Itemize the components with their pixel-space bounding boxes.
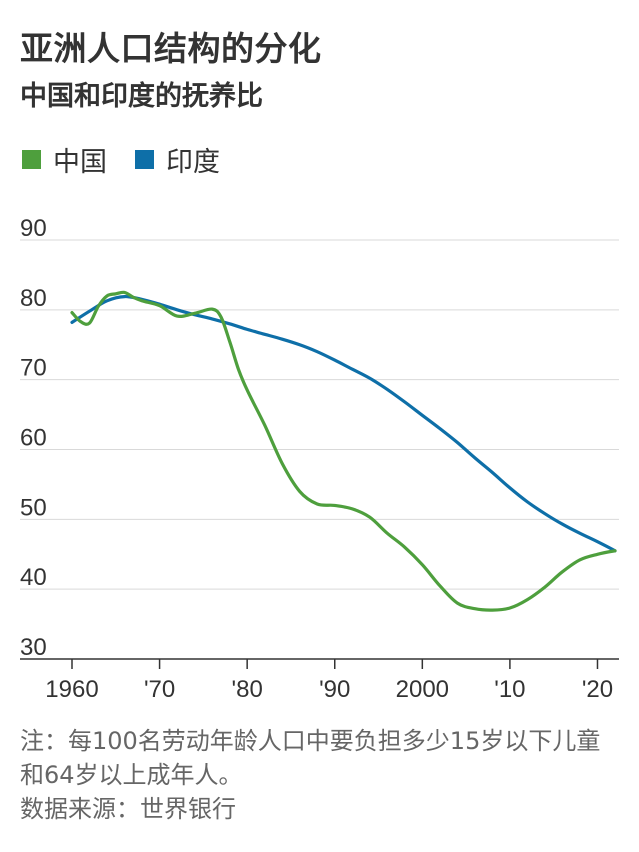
legend: 中国 印度 (22, 140, 248, 179)
x-tick-label: '80 (232, 676, 263, 703)
legend-swatch-india (135, 150, 154, 169)
y-tick-label: 50 (20, 494, 47, 521)
y-tick-label: 70 (20, 355, 47, 382)
y-tick-label: 60 (20, 425, 47, 452)
line-chart: 90 80 70 60 50 40 30 1960 '70 '80 '90 2000 '10 '20 (20, 215, 619, 703)
legend-item-india: 印度 (135, 140, 220, 179)
footnote: 注：每100名劳动年龄人口中要负担多少15岁以下儿童和64岁以上成年人。 (20, 727, 601, 789)
legend-label-china: 中国 (53, 147, 107, 178)
y-tick-label: 30 (20, 634, 47, 661)
y-tick-label: 80 (20, 285, 47, 312)
series-line-india (70, 294, 617, 553)
x-tick-label: 2000 (396, 676, 449, 703)
x-tick-label: '20 (582, 676, 613, 703)
x-tick-label: '90 (319, 676, 350, 703)
x-tick-label: '70 (144, 676, 175, 703)
chart-title: 亚洲人口结构的分化 (20, 29, 322, 68)
y-tick-label: 40 (20, 564, 47, 591)
source-note: 数据来源：世界银行 (20, 795, 236, 823)
y-tick-label: 90 (20, 215, 47, 242)
legend-swatch-china (22, 150, 41, 169)
legend-item-china: 中国 (22, 140, 107, 179)
series-line-china (70, 290, 617, 612)
x-tick-label: 1960 (45, 676, 98, 703)
x-tick-label: '10 (494, 676, 525, 703)
legend-label-india: 印度 (166, 147, 220, 178)
chart-subtitle: 中国和印度的抚养比 (20, 81, 263, 112)
